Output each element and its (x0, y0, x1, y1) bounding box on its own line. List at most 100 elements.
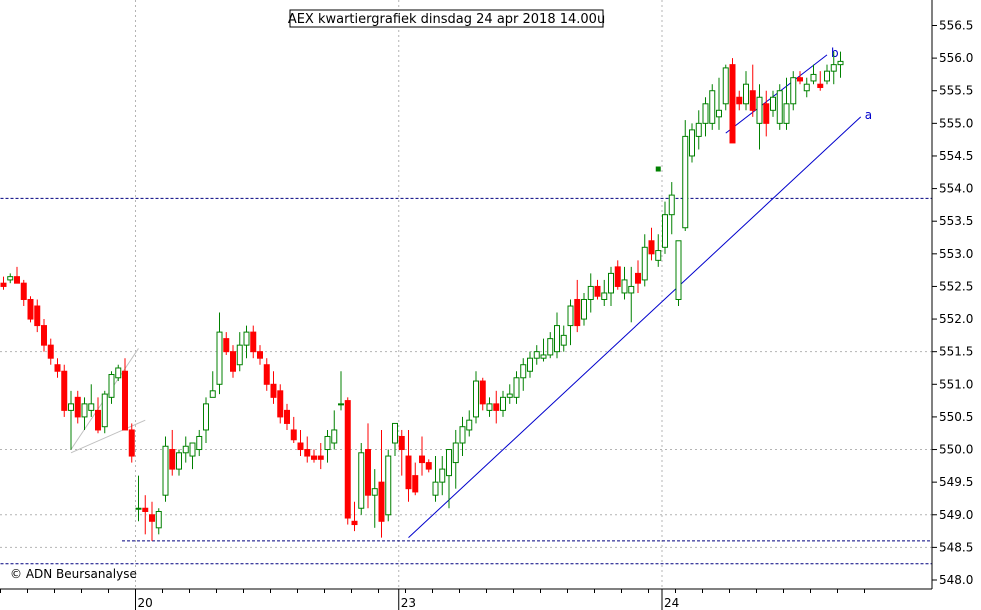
candle (392, 422, 398, 457)
candle (216, 312, 223, 395)
candle-body (412, 475, 419, 493)
candle (27, 296, 34, 323)
candle-body (351, 520, 358, 526)
candle-body (344, 400, 351, 519)
candle-body (797, 77, 803, 82)
candle (635, 260, 641, 293)
candle-body (689, 129, 695, 157)
candle-body (398, 435, 405, 451)
candle (284, 403, 290, 430)
candle (412, 462, 419, 496)
candle (277, 384, 284, 424)
candle-body (817, 83, 824, 88)
candle (155, 508, 162, 535)
candle-body (594, 285, 601, 297)
candle (344, 397, 351, 525)
y-tick-label: 551.0 (939, 377, 973, 391)
candle-body (371, 488, 378, 496)
candle-body (128, 429, 135, 457)
candle (290, 416, 297, 444)
trendline (725, 54, 828, 134)
candle-body (702, 103, 709, 124)
candle (729, 58, 736, 144)
candle-body (385, 455, 392, 516)
candle-body (479, 380, 486, 405)
candle (540, 338, 547, 362)
candle-body (14, 276, 20, 284)
candle (709, 84, 716, 130)
candle (20, 279, 27, 307)
candle-body (547, 338, 554, 356)
candle (270, 371, 277, 404)
candle (459, 416, 466, 457)
candle (47, 338, 54, 365)
candle-body (560, 334, 567, 346)
candle-body (209, 390, 216, 398)
candle-body (466, 419, 473, 431)
candle (149, 501, 155, 541)
candle (365, 423, 371, 509)
candle-body (648, 240, 655, 255)
candle (14, 266, 20, 284)
candle (824, 64, 830, 85)
candle (304, 436, 311, 463)
candle-body (81, 403, 88, 418)
candle (203, 397, 209, 444)
candle-body (486, 403, 493, 411)
candle (722, 64, 729, 111)
candle (446, 449, 452, 509)
candle-body (749, 90, 756, 111)
y-axis-ticks: 548.0 548.5 549.0 549.5 550.0 550.5 551.0 551.5… (932, 19, 973, 587)
candle (257, 345, 263, 365)
x-date-label: 20 (138, 596, 153, 610)
candle-body (182, 445, 189, 454)
candle-body (716, 109, 722, 118)
candle-body (439, 468, 446, 483)
candle (7, 273, 14, 284)
candle (74, 390, 81, 424)
candle-body (540, 354, 547, 359)
y-tick-label: 555.5 (939, 84, 973, 98)
candle (425, 459, 432, 473)
candle (243, 325, 250, 359)
candle-body (101, 393, 108, 428)
candle (34, 299, 41, 333)
candle (628, 266, 635, 323)
candle (763, 90, 770, 137)
candle (743, 71, 749, 111)
candle (560, 325, 567, 352)
trendline-label: b (831, 46, 839, 60)
candle-body (162, 445, 169, 496)
candle (378, 429, 385, 538)
candle-body (304, 449, 311, 457)
axes (0, 0, 933, 590)
candle (142, 495, 149, 535)
candle-body (243, 331, 250, 346)
candle-body (61, 370, 68, 411)
candle-body (324, 435, 331, 451)
y-tick-label: 553.5 (939, 214, 973, 228)
trendlines: ab (70, 46, 872, 538)
candle (371, 469, 378, 528)
candle-body (776, 90, 783, 124)
candle-body (473, 380, 479, 418)
trendline-label: a (865, 108, 872, 122)
candle-body (662, 214, 668, 248)
candle (115, 364, 122, 382)
candle-body (7, 276, 14, 281)
candle-body (297, 442, 304, 451)
candle (95, 397, 101, 434)
candle-body (513, 377, 520, 398)
candle-body (824, 70, 830, 82)
candle-body (223, 338, 230, 353)
candle-body (263, 364, 270, 385)
candle-body (189, 442, 196, 457)
x-date-label: 23 (401, 596, 416, 610)
candle (250, 325, 257, 359)
candle (122, 358, 128, 431)
candle-body (452, 442, 459, 464)
candle-body (722, 67, 729, 105)
candle-body (331, 429, 338, 444)
candle (473, 371, 479, 424)
candle (776, 84, 783, 130)
